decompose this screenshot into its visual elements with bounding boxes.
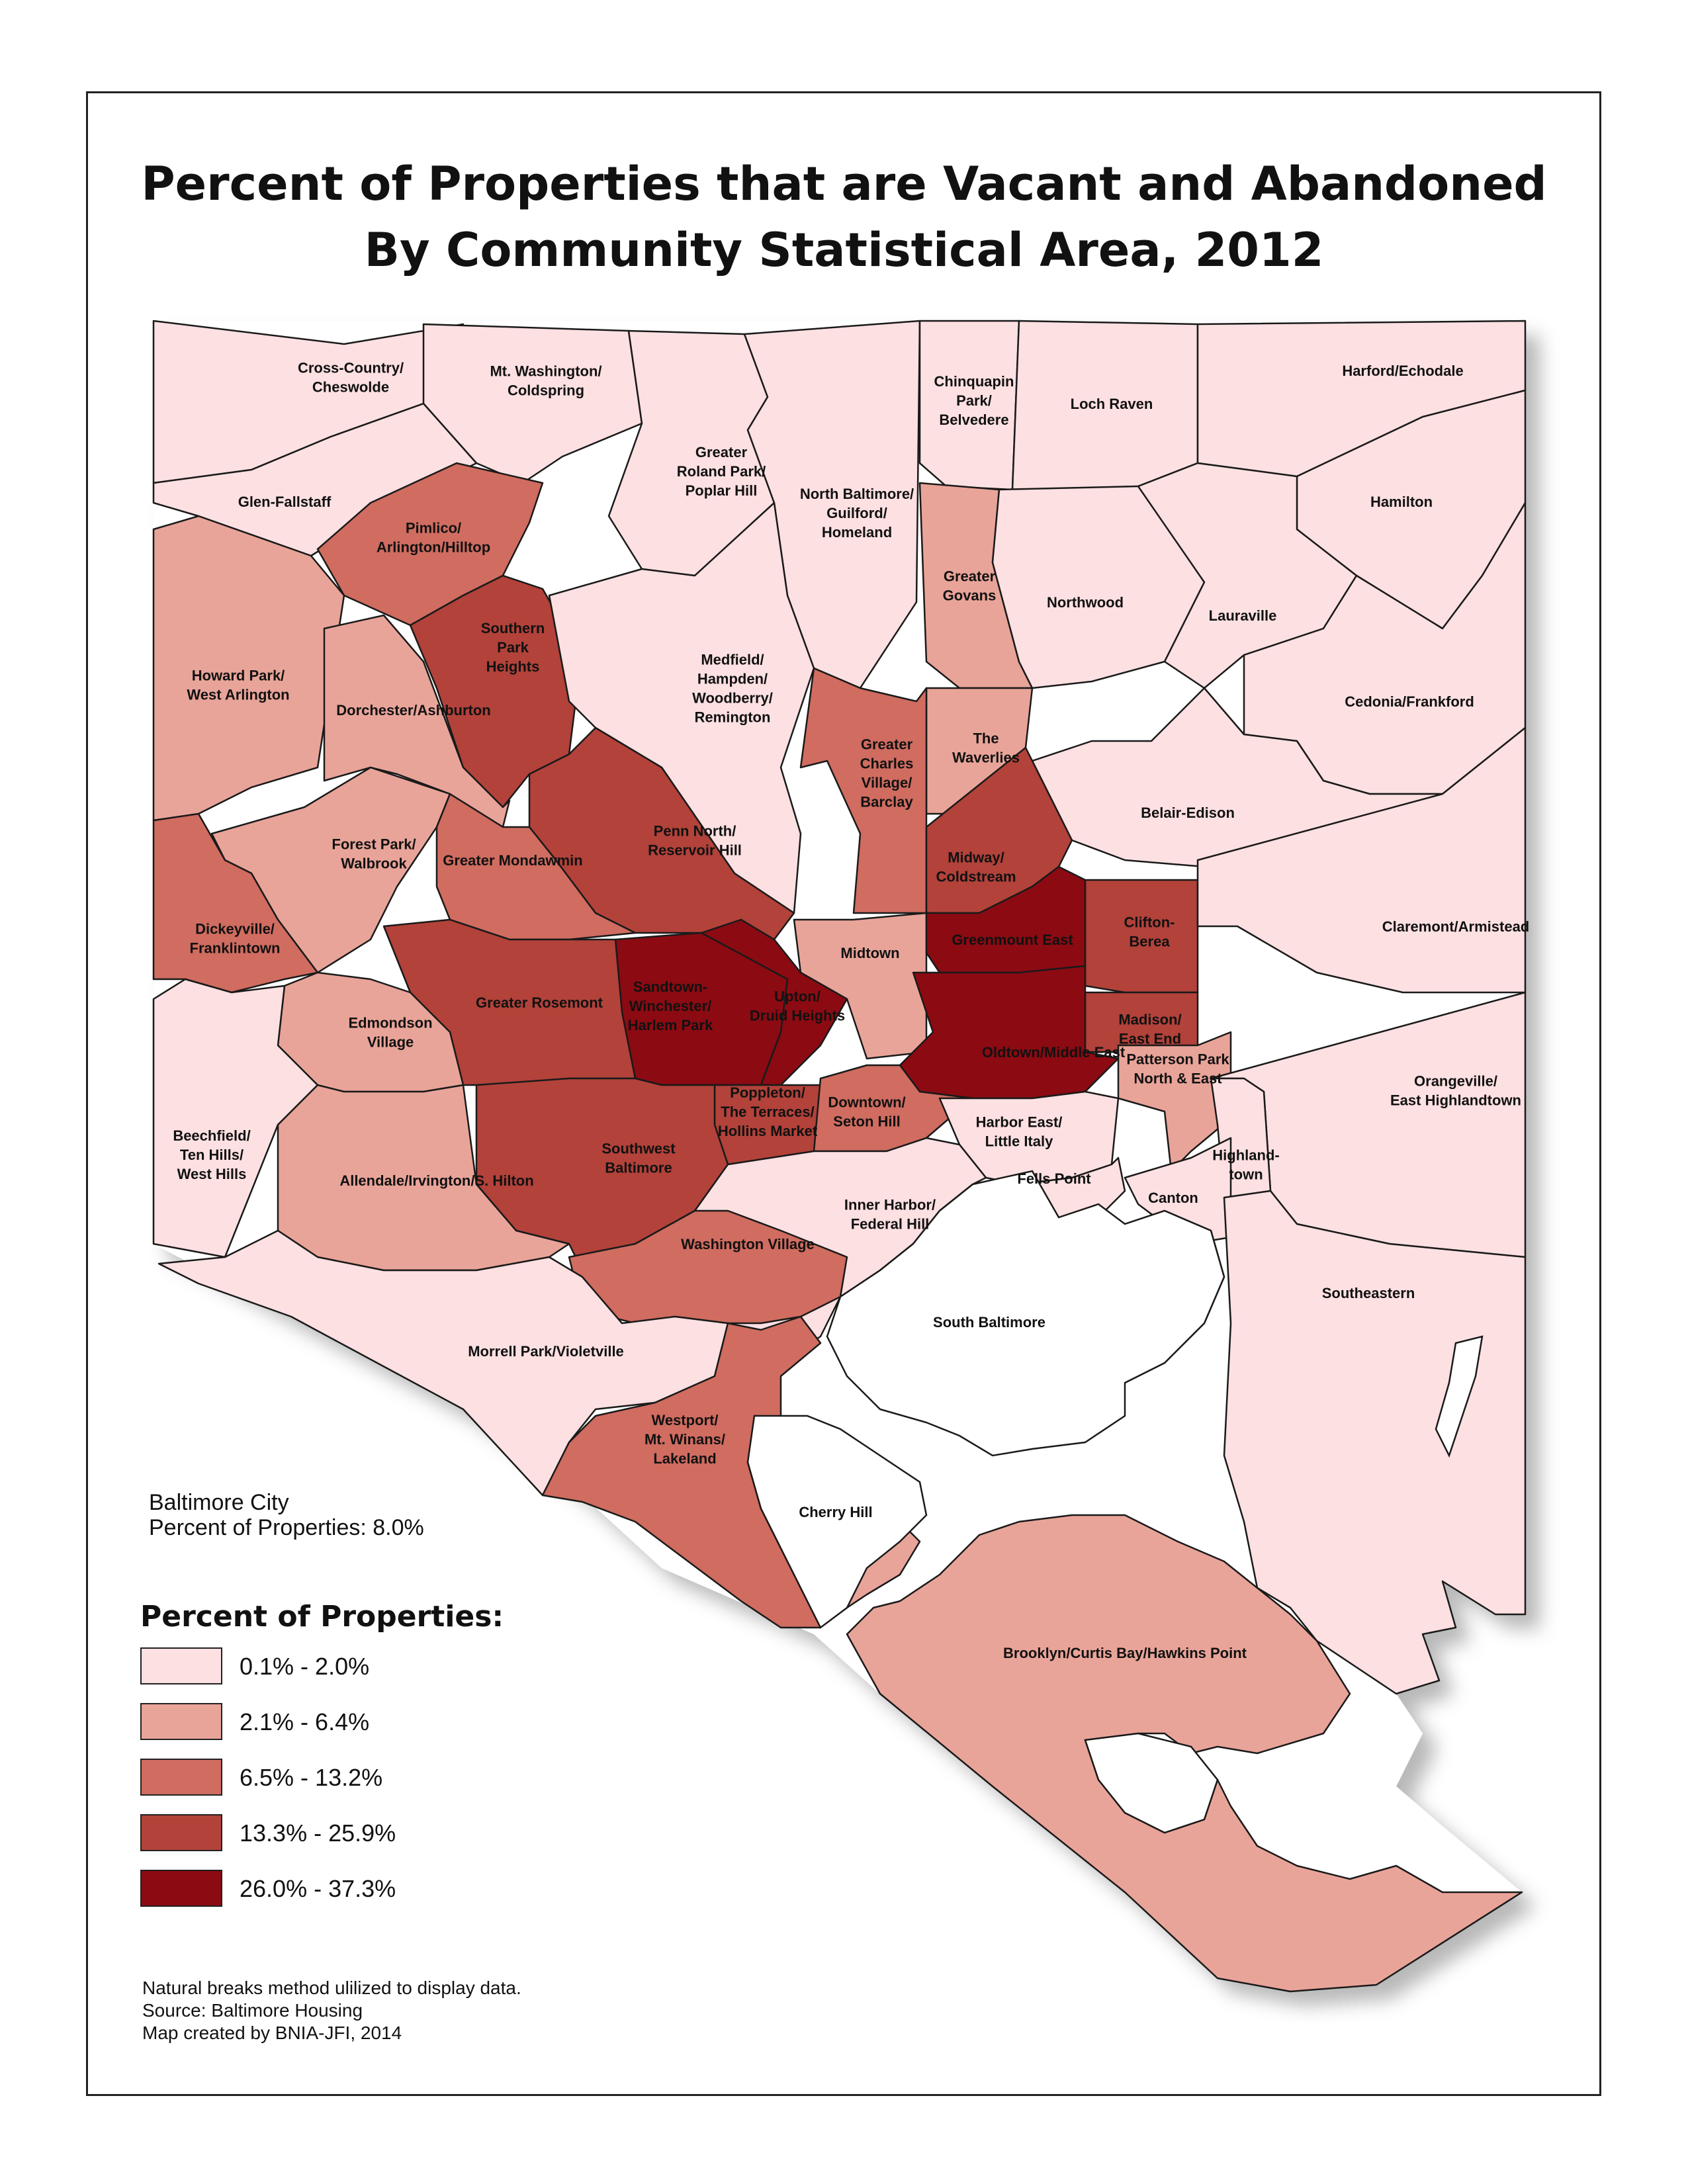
area-label-greenmount-east: Greenmount East: [952, 932, 1073, 948]
area-label-hamilton: Hamilton: [1370, 494, 1433, 510]
area-label-patterson-park-north-east: Patterson Park North & East: [1126, 1051, 1229, 1087]
map-notes: Natural breaks method ulilized to displa…: [142, 1977, 521, 2044]
middle-branch-water: [746, 1415, 928, 1629]
legend-label-1: 0.1% - 2.0%: [240, 1653, 370, 1680]
area-label-greater-roland-park-poplar-hill: Greater Roland Park/Poplar Hill: [677, 444, 766, 499]
area-label-mt-washington-coldspring: Mt. Washington/Coldspring: [490, 363, 601, 399]
area-label-cherry-hill: Cherry Hill: [799, 1504, 872, 1520]
area-label-beechfield-ten-hills-west-hills: Beechfield/Ten Hills/West Hills: [173, 1127, 250, 1182]
legend-swatch-5: [140, 1870, 222, 1907]
area-label-inner-harbor-federal-hill: Inner Harbor/Federal Hill: [844, 1197, 936, 1233]
east-creek-water: [1435, 1335, 1484, 1458]
note-source: Source: Baltimore Housing: [142, 2000, 363, 2021]
area-greenmount-east: [925, 865, 1087, 974]
area-label-sandtown-winchester-harlem-park: Sandtown-Winchester/Harlem Park: [628, 979, 713, 1033]
area-southeastern: [1223, 1190, 1527, 1695]
area-label-edmondson-village: Edmondson Village: [348, 1015, 432, 1051]
area-label-chinquapin-park-belvedere: Chinquapin Park/Belvedere: [934, 373, 1014, 428]
note-credit: Map created by BNIA-JFI, 2014: [142, 2023, 402, 2043]
area-label-poppleton-the-terraces-hollins-market: Poppleton/The Terraces/Hollins Market: [718, 1084, 818, 1139]
area-label-highland-town: Highland-town: [1212, 1147, 1279, 1183]
area-label-southern-park-heights: Southern Park Heights: [481, 620, 545, 675]
area-label-midway-coldstream: Midway/Coldstream: [936, 850, 1016, 885]
city-summary: Baltimore City Percent of Properties: 8.…: [149, 1490, 424, 1540]
legend-swatch-4: [140, 1814, 222, 1851]
area-label-lauraville: Lauraville: [1209, 607, 1277, 624]
area-dorchester-ashburton: [323, 614, 511, 828]
area-label-fells-point: Fells Point: [1017, 1170, 1091, 1187]
legend-title: Percent of Properties:: [140, 1600, 504, 1634]
map-frame: [86, 91, 1601, 2096]
area-claremont-armistead: [1196, 726, 1527, 994]
area-label-glen-fallstaff: Glen-Fallstaff: [238, 494, 332, 510]
area-label-canton: Canton: [1148, 1190, 1198, 1206]
area-morrell-park-violetville: [157, 1229, 729, 1497]
area-label-south-baltimore: South Baltimore: [933, 1314, 1045, 1331]
area-label-allendale-irvington-s-hilton: Allendale/Irvington/S. Hilton: [339, 1172, 533, 1189]
area-label-howard-park-west-arlington: Howard Park/West Arlington: [187, 668, 289, 703]
area-label-greater-mondawmin: Greater Mondawmin: [443, 852, 582, 869]
area-label-southwest-baltimore: Southwest Baltimore: [601, 1141, 676, 1176]
area-greater-mondawmin: [435, 793, 637, 941]
area-label-the-waverlies: The Waverlies: [952, 730, 1020, 766]
legend-swatch-1: [140, 1647, 222, 1684]
area-label-medfield-hampden-woodberry-remington: Medfield/Hampden/Woodberry/Remington: [692, 652, 773, 726]
area-label-harbor-east-little-italy: Harbor East/Little Italy: [976, 1114, 1063, 1150]
area-label-claremont-armistead: Claremont/Armistead: [1382, 918, 1530, 935]
area-label-harford-echodale: Harford/Echodale: [1342, 363, 1463, 379]
legend-label-2: 2.1% - 6.4%: [240, 1708, 370, 1735]
area-label-cedonia-frankford: Cedonia/Frankford: [1345, 693, 1474, 710]
area-label-belair-edison: Belair-Edison: [1141, 805, 1235, 821]
area-label-dickeyville-franklintown: Dickeyville/Franklintown: [190, 921, 281, 957]
area-label-midtown: Midtown: [840, 945, 899, 961]
area-label-oldtown-middle-east: Oldtown/Middle East: [982, 1044, 1126, 1061]
area-label-cross-country-cheswolde: Cross-Country/Cheswolde: [298, 360, 404, 396]
area-patterson-park-north-east: [1117, 1031, 1232, 1172]
legend-swatch-2: [140, 1703, 222, 1740]
area-label-orangeville-east-highlandtown: Orangeville/East Highlandtown: [1390, 1073, 1521, 1109]
area-oldtown-middle-east: [899, 965, 1120, 1100]
inner-harbor-water: [826, 1170, 1225, 1457]
legend-swatch-3: [140, 1759, 222, 1796]
area-pimlico-arlington-hilltop: [316, 462, 544, 627]
legend-label-5: 26.0% - 37.3%: [240, 1875, 396, 1902]
area-label-pimlico-arlington-hilltop: Pimlico/Arlington/Hilltop: [377, 520, 490, 556]
title-line-1: Percent of Properties that are Vacant an…: [141, 157, 1547, 211]
area-label-madison-east-end: Madison/East End: [1118, 1012, 1181, 1047]
area-label-greater-charles-village-barclay: Greater Charles Village/Barclay: [860, 736, 914, 810]
curtis-creek-water: [1084, 1732, 1219, 1834]
summary-city-name: Baltimore City: [149, 1490, 289, 1515]
area-greater-charles-village-barclay: [799, 667, 928, 914]
summary-city-value: Percent of Properties: 8.0%: [149, 1515, 424, 1540]
note-method: Natural breaks method ulilized to displa…: [142, 1978, 521, 1998]
area-label-clifton-berea: Clifton-Berea: [1124, 914, 1175, 950]
area-label-brooklyn-curtis-bay-hawkins-point: Brooklyn/Curtis Bay/Hawkins Point: [1003, 1645, 1247, 1661]
area-label-southeastern: Southeastern: [1322, 1285, 1415, 1301]
area-label-westport-mt-winans-lakeland: Westport/Mt. Winans/Lakeland: [644, 1412, 725, 1467]
title-line-2: By Community Statistical Area, 2012: [364, 223, 1324, 277]
area-label-greater-govans: Greater Govans: [943, 568, 997, 604]
area-label-northwood: Northwood: [1047, 594, 1124, 611]
map-title: Percent of Properties that are Vacant an…: [0, 151, 1688, 283]
area-label-north-baltimore-guilford-homeland: North Baltimore/Guilford/Homeland: [800, 486, 914, 541]
area-label-morrell-park-violetville: Morrell Park/Violetville: [468, 1343, 624, 1360]
legend-label-4: 13.3% - 25.9%: [240, 1819, 396, 1847]
area-upton-druid-heights: [700, 918, 848, 1086]
area-label-downtown-seton-hill: Downtown/Seton Hill: [828, 1094, 905, 1130]
legend-label-3: 6.5% - 13.2%: [240, 1764, 383, 1791]
area-label-loch-raven: Loch Raven: [1071, 396, 1153, 412]
area-label-upton-druid-heights: Upton/Druid Heights: [750, 988, 845, 1024]
area-label-penn-north-reservoir-hill: Penn North/Reservoir Hill: [648, 823, 742, 859]
area-label-dorchester-ashburton: Dorchester/Ashburton: [336, 702, 490, 719]
area-label-greater-rosemont: Greater Rosemont: [476, 994, 603, 1011]
area-label-forest-park-walbrook: Forest Park/Walbrook: [332, 836, 416, 872]
area-label-washington-village: Washington Village: [681, 1236, 815, 1252]
